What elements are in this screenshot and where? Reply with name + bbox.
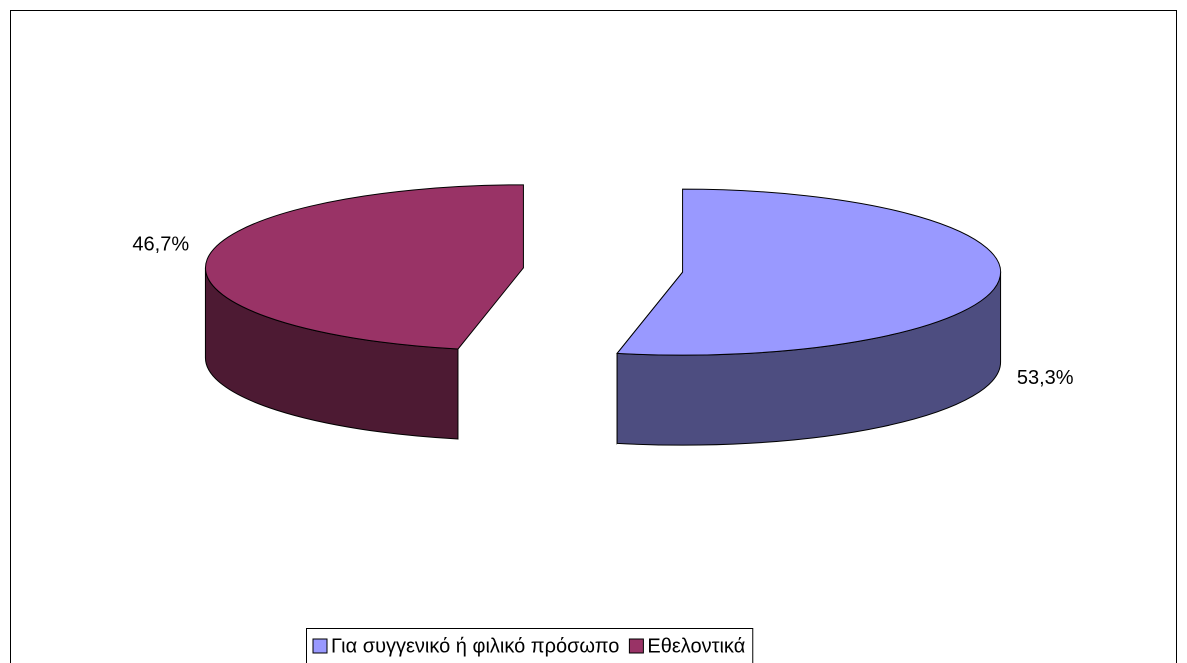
- legend-label: Εθελοντικά: [647, 635, 745, 657]
- legend: Για συγγενικό ή φιλικό πρόσωπο Εθελοντικά: [306, 628, 754, 663]
- legend-frame: [306, 628, 754, 663]
- legend-swatch: [312, 638, 328, 654]
- slice-top: [205, 184, 524, 350]
- chart-frame: [10, 10, 1177, 663]
- slice-top: [616, 188, 1002, 356]
- data-label: 46,7%: [132, 234, 189, 256]
- legend-swatch: [628, 638, 644, 654]
- legend-label: Για συγγενικό ή φιλικό πρόσωπο: [331, 635, 619, 657]
- data-label: 53,3%: [1017, 367, 1074, 389]
